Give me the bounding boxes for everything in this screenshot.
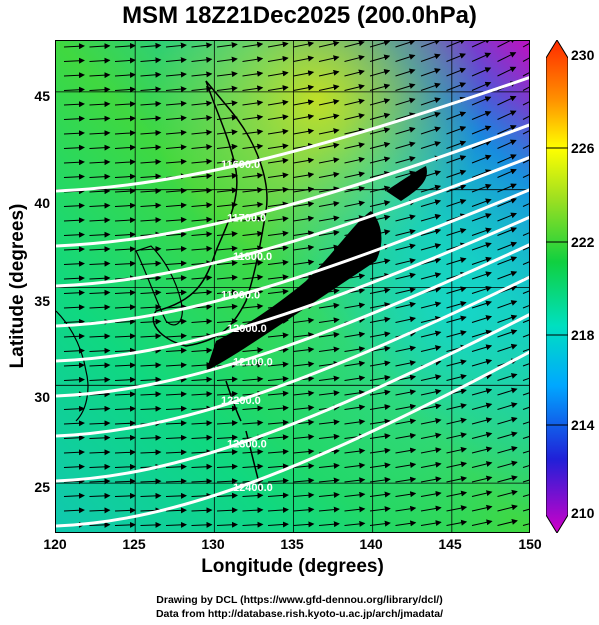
map-title: MSM 18Z21Dec2025 (200.0hPa): [122, 2, 477, 29]
map-panel: 11600.0 11700.0 11800.0 11900.0 12000.0 12100…: [55, 40, 530, 533]
x-axis-title: Longitude (degrees): [201, 556, 384, 577]
colorbar: [546, 40, 568, 533]
x-tick-130: 130: [201, 536, 225, 552]
colorbar-label-226: 226: [571, 140, 595, 156]
contour-label: 12300.0: [227, 439, 267, 451]
colorbar-label-210: 210: [571, 505, 595, 521]
x-tick-140: 140: [359, 536, 383, 552]
y-axis-title: Latitude (degrees): [7, 203, 28, 369]
colorbar-label-214: 214: [571, 417, 595, 433]
contour-line: [56, 76, 529, 193]
colorbar-label-230: 230: [571, 47, 595, 63]
y-tick-35: 35: [34, 293, 50, 309]
contour-label: 12000.0: [227, 323, 267, 335]
y-tick-25: 25: [34, 479, 50, 495]
contour-label: 11600.0: [221, 159, 260, 171]
contour-line: [56, 275, 529, 438]
contour-line: [56, 243, 529, 398]
contour-line: [56, 215, 529, 363]
contour-line: [56, 350, 529, 528]
contour-line: [56, 313, 529, 483]
map-canvas: 11600.0 11700.0 11800.0 11900.0 12000.0 12100…: [56, 41, 529, 532]
contour-line: [56, 155, 529, 288]
y-tick-30: 30: [34, 389, 50, 405]
contour-label: 12100.0: [233, 357, 273, 369]
contour-labels: 11600.0 11700.0 11800.0 11900.0 12000.0 12100…: [221, 159, 273, 494]
contour-line: [56, 188, 529, 328]
credit-dcl: Drawing by DCL (https://www.gfd-dennou.o…: [156, 594, 443, 606]
x-tick-150: 150: [518, 536, 542, 552]
contour-label: 11800.0: [233, 251, 272, 263]
y-tick-45: 45: [34, 88, 50, 104]
colorbar-label-218: 218: [571, 327, 595, 343]
x-tick-135: 135: [280, 536, 304, 552]
height-contours: [56, 76, 529, 528]
x-tick-120: 120: [43, 536, 67, 552]
contour-label: 11700.0: [227, 213, 266, 225]
contour-line: [56, 123, 529, 248]
y-tick-40: 40: [34, 195, 50, 211]
contour-label: 12200.0: [221, 395, 261, 407]
contour-label: 11900.0: [221, 290, 260, 302]
credit-data-source: Data from http://database.rish.kyoto-u.a…: [155, 608, 444, 620]
colorbar-label-222: 222: [571, 234, 595, 250]
x-tick-125: 125: [122, 536, 146, 552]
x-tick-145: 145: [438, 536, 462, 552]
contour-label: 12400.0: [233, 482, 273, 494]
